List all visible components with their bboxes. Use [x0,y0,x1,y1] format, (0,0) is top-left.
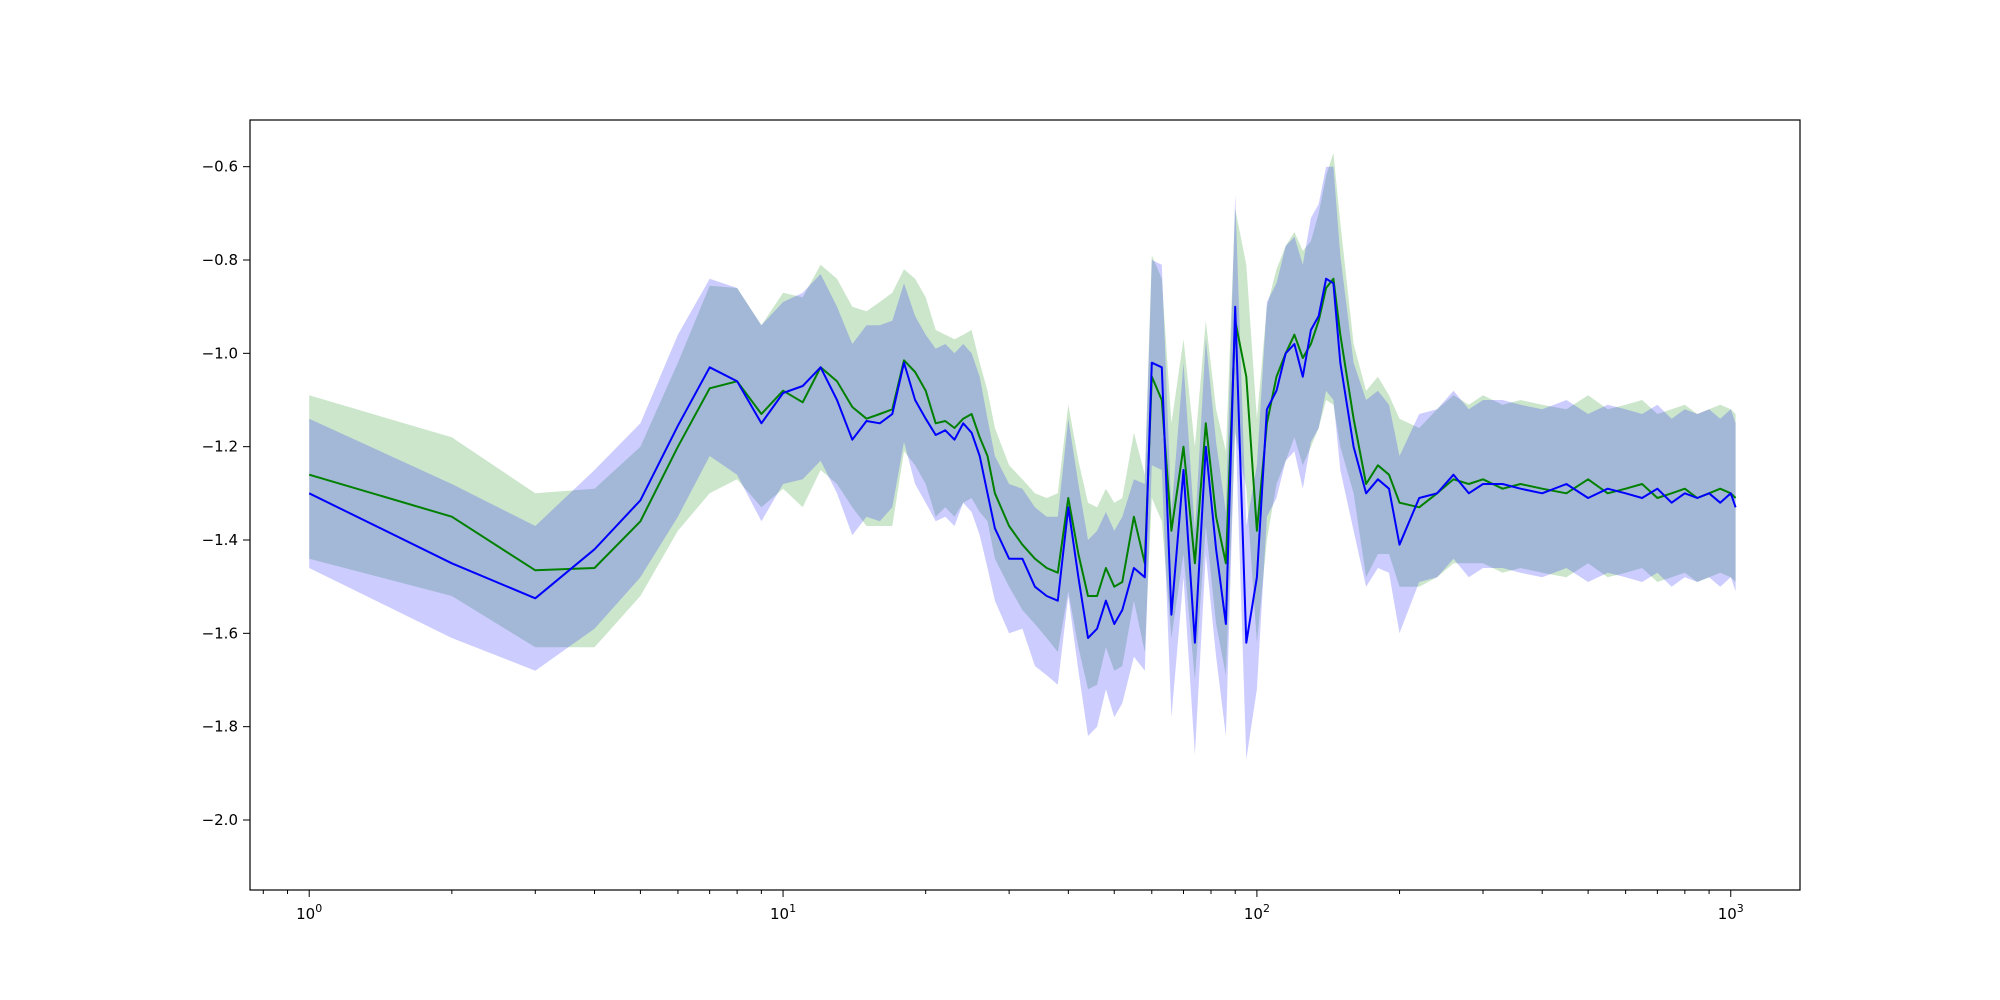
line-series-1 [308,277,1737,597]
band-series-2 [309,166,1736,760]
line-series-2 [308,277,1737,644]
confidence-bands [309,152,1736,760]
y-axis: −0.6 −0.8 −1.0 −1.2 −1.4 −1.6 −1.8 −2.0 [202,158,250,829]
y-tick-label: −0.6 [202,158,238,176]
y-tick-label: −1.6 [202,624,238,642]
x-tick-label: 100 [296,902,322,923]
y-tick-label: −0.8 [202,251,238,269]
band-series-1 [309,152,1736,690]
y-tick-label: −1.4 [202,531,238,549]
x-tick-label: 102 [1244,902,1270,923]
x-tick-label: 103 [1718,902,1744,923]
y-tick-label: −1.2 [202,438,238,456]
series-lines [308,277,1737,644]
plot-frame [249,119,1801,891]
y-tick-label: −1.8 [202,718,238,736]
y-tick-label: −2.0 [202,811,238,829]
x-axis: 100 101 102 103 [262,890,1744,923]
x-tick-label: 101 [770,902,796,923]
y-tick-label: −1.0 [202,344,238,362]
